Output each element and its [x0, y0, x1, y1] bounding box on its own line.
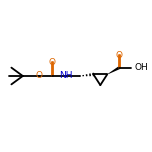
Polygon shape	[107, 66, 120, 75]
Text: O: O	[49, 58, 56, 67]
Text: NH: NH	[59, 71, 73, 81]
Text: OH: OH	[135, 63, 148, 72]
Text: O: O	[116, 51, 123, 60]
Text: O: O	[35, 71, 42, 81]
